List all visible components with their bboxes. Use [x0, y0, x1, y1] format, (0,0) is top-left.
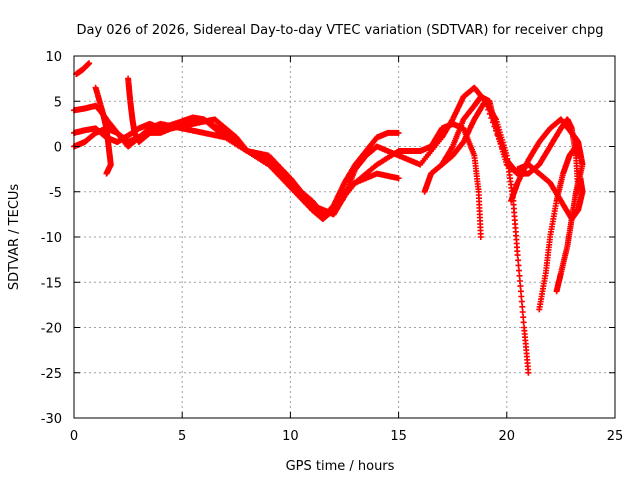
series-arc-6 — [125, 75, 402, 222]
y-tick-label: -20 — [41, 322, 62, 337]
chart-title: Day 026 of 2026, Sidereal Day-to-day VTE… — [76, 23, 603, 38]
ticks-layer: 0 5 10 15 20 25 -30 -25 -20 -15 -10 -5 0 5 10 — [41, 50, 624, 444]
point-markers — [125, 75, 402, 222]
y-tick-label: 5 — [54, 95, 62, 110]
y-tick-label: -30 — [41, 412, 62, 427]
y-tick-label: 10 — [45, 50, 62, 65]
x-tick-label: 5 — [178, 429, 186, 444]
series-arc-11 — [536, 143, 582, 313]
x-tick-label: 20 — [499, 429, 516, 444]
point-markers — [92, 84, 114, 177]
x-tick-label: 15 — [390, 429, 407, 444]
point-markers — [73, 60, 93, 78]
data-layer — [71, 60, 586, 376]
point-markers — [536, 143, 582, 313]
y-tick-label: 0 — [54, 141, 62, 156]
series-arc-1 — [73, 60, 93, 78]
y-axis-label: SDTVAR / TECUs — [7, 184, 22, 291]
y-tick-label: -25 — [41, 367, 62, 382]
y-tick-label: -10 — [41, 231, 62, 246]
grid-layer — [74, 56, 615, 418]
x-axis-label: GPS time / hours — [286, 459, 395, 474]
y-tick-label: -15 — [41, 276, 62, 291]
series-arc-5 — [92, 84, 114, 177]
y-tick-label: -5 — [49, 186, 62, 201]
x-tick-label: 10 — [282, 429, 299, 444]
x-tick-label: 0 — [70, 429, 78, 444]
x-tick-label: 25 — [607, 429, 624, 444]
